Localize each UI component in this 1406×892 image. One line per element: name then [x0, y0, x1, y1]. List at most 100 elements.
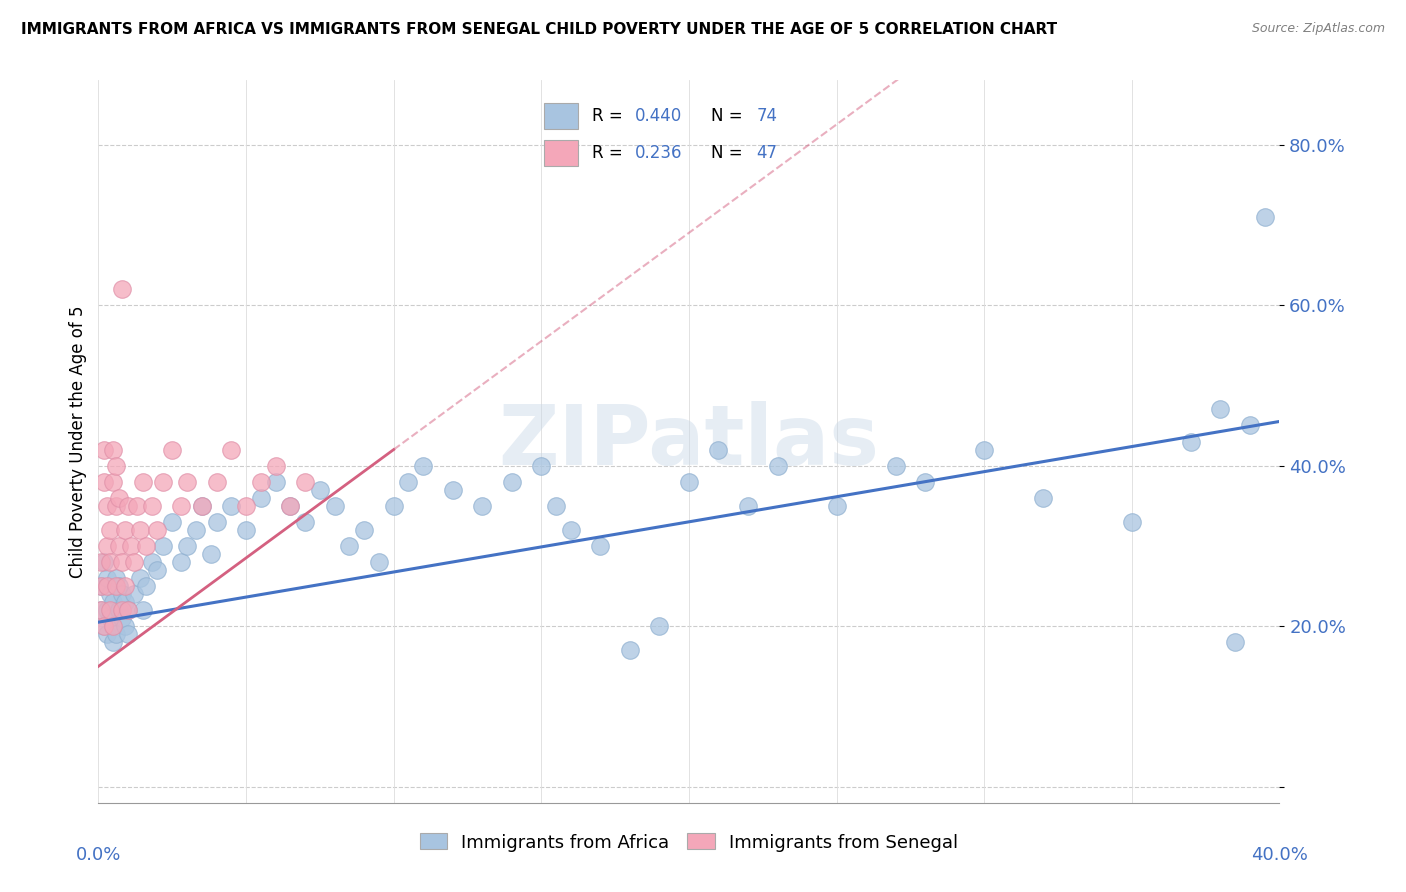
Point	[191, 499, 214, 513]
Point	[1121, 515, 1143, 529]
Point	[103, 595, 125, 609]
Point	[973, 442, 995, 457]
Point	[170, 555, 193, 569]
Point	[98, 523, 121, 537]
Point	[108, 579, 131, 593]
Point	[90, 579, 112, 593]
Point	[398, 475, 420, 489]
Point	[90, 603, 112, 617]
Point	[93, 619, 115, 633]
Point	[221, 442, 243, 457]
Point	[184, 523, 207, 537]
Point	[353, 523, 375, 537]
Point	[294, 515, 316, 529]
Point	[105, 499, 128, 513]
Point	[98, 587, 121, 601]
Point	[105, 571, 128, 585]
Point	[884, 458, 907, 473]
Point	[250, 475, 273, 489]
Point	[530, 458, 553, 473]
Point	[235, 523, 257, 537]
Point	[93, 442, 115, 457]
Point	[176, 475, 198, 489]
Point	[117, 603, 139, 617]
Point	[135, 539, 157, 553]
Point	[619, 643, 641, 657]
Point	[103, 619, 125, 633]
Point	[108, 491, 131, 505]
Point	[103, 442, 125, 457]
Point	[90, 579, 112, 593]
Point	[205, 515, 228, 529]
Point	[98, 603, 121, 617]
Point	[114, 523, 136, 537]
Point	[235, 499, 257, 513]
Point	[501, 475, 523, 489]
Point	[170, 499, 193, 513]
Text: IMMIGRANTS FROM AFRICA VS IMMIGRANTS FROM SENEGAL CHILD POVERTY UNDER THE AGE OF: IMMIGRANTS FROM AFRICA VS IMMIGRANTS FRO…	[21, 22, 1057, 37]
Point	[90, 555, 112, 569]
Point	[441, 483, 464, 497]
Point	[368, 555, 391, 569]
Point	[111, 555, 134, 569]
Point	[546, 499, 568, 513]
Point	[128, 523, 150, 537]
Point	[96, 499, 118, 513]
Point	[589, 539, 612, 553]
Point	[152, 539, 174, 553]
Point	[103, 635, 125, 649]
Point	[93, 555, 115, 569]
Point	[125, 499, 148, 513]
Point	[111, 282, 134, 296]
Point	[162, 442, 183, 457]
Point	[1209, 402, 1232, 417]
Point	[766, 458, 789, 473]
Point	[914, 475, 936, 489]
Point	[93, 475, 115, 489]
Point	[205, 475, 228, 489]
Point	[146, 523, 169, 537]
Point	[1180, 434, 1202, 449]
Point	[648, 619, 671, 633]
Text: 40.0%: 40.0%	[1251, 847, 1308, 864]
Point	[122, 555, 145, 569]
Point	[141, 555, 163, 569]
Point	[96, 571, 118, 585]
Legend: Immigrants from Africa, Immigrants from Senegal: Immigrants from Africa, Immigrants from …	[412, 826, 966, 859]
Point	[93, 619, 115, 633]
Point	[339, 539, 361, 553]
Point	[114, 595, 136, 609]
Point	[146, 563, 169, 577]
Text: ZIPatlas: ZIPatlas	[499, 401, 879, 482]
Point	[560, 523, 582, 537]
Point	[280, 499, 302, 513]
Point	[120, 539, 142, 553]
Point	[382, 499, 405, 513]
Point	[323, 499, 346, 513]
Point	[132, 475, 155, 489]
Point	[141, 499, 163, 513]
Point	[105, 579, 128, 593]
Text: 0.0%: 0.0%	[76, 847, 121, 864]
Point	[221, 499, 243, 513]
Point	[471, 499, 494, 513]
Point	[250, 491, 273, 505]
Point	[264, 458, 287, 473]
Point	[707, 442, 730, 457]
Point	[90, 603, 112, 617]
Point	[105, 627, 128, 641]
Point	[191, 499, 214, 513]
Point	[98, 555, 121, 569]
Point	[128, 571, 150, 585]
Point	[114, 579, 136, 593]
Point	[132, 603, 155, 617]
Point	[678, 475, 700, 489]
Point	[111, 603, 134, 617]
Point	[294, 475, 316, 489]
Point	[111, 611, 134, 625]
Point	[176, 539, 198, 553]
Point	[737, 499, 759, 513]
Point	[103, 619, 125, 633]
Point	[122, 587, 145, 601]
Point	[108, 539, 131, 553]
